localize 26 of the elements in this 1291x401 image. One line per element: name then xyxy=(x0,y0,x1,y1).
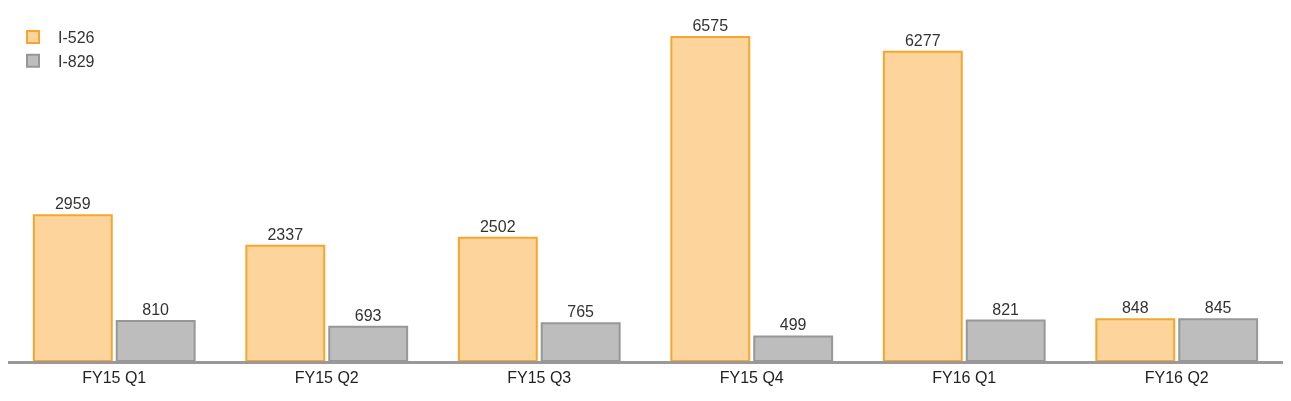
x-tick-label: FY16 Q2 xyxy=(1144,369,1209,387)
data-label: 2337 xyxy=(267,225,304,243)
x-tick-label: FY15 Q2 xyxy=(294,369,359,387)
bar xyxy=(457,236,538,361)
bar xyxy=(670,36,751,361)
x-tick-label: FY16 Q1 xyxy=(932,369,997,387)
data-label: 6575 xyxy=(692,17,729,35)
legend-label: I-829 xyxy=(58,52,95,70)
x-tick-label: FY15 Q3 xyxy=(507,369,572,387)
data-label: 6277 xyxy=(904,31,941,49)
data-label: 845 xyxy=(1204,299,1232,317)
data-label: 821 xyxy=(992,300,1020,318)
data-label: 810 xyxy=(142,301,170,319)
x-tick-label: FY15 Q4 xyxy=(719,369,784,387)
bar xyxy=(882,50,963,361)
x-tick-label: FY15 Q1 xyxy=(82,369,147,387)
data-label: 499 xyxy=(779,316,807,334)
bar xyxy=(245,244,326,361)
bar xyxy=(32,214,113,361)
data-label: 765 xyxy=(567,303,595,321)
data-label: 848 xyxy=(1121,299,1149,317)
data-label: 2502 xyxy=(479,217,516,235)
bar xyxy=(1095,318,1176,361)
legend-label: I-526 xyxy=(58,29,95,47)
data-label: 2959 xyxy=(54,195,91,213)
data-label: 693 xyxy=(354,306,382,324)
